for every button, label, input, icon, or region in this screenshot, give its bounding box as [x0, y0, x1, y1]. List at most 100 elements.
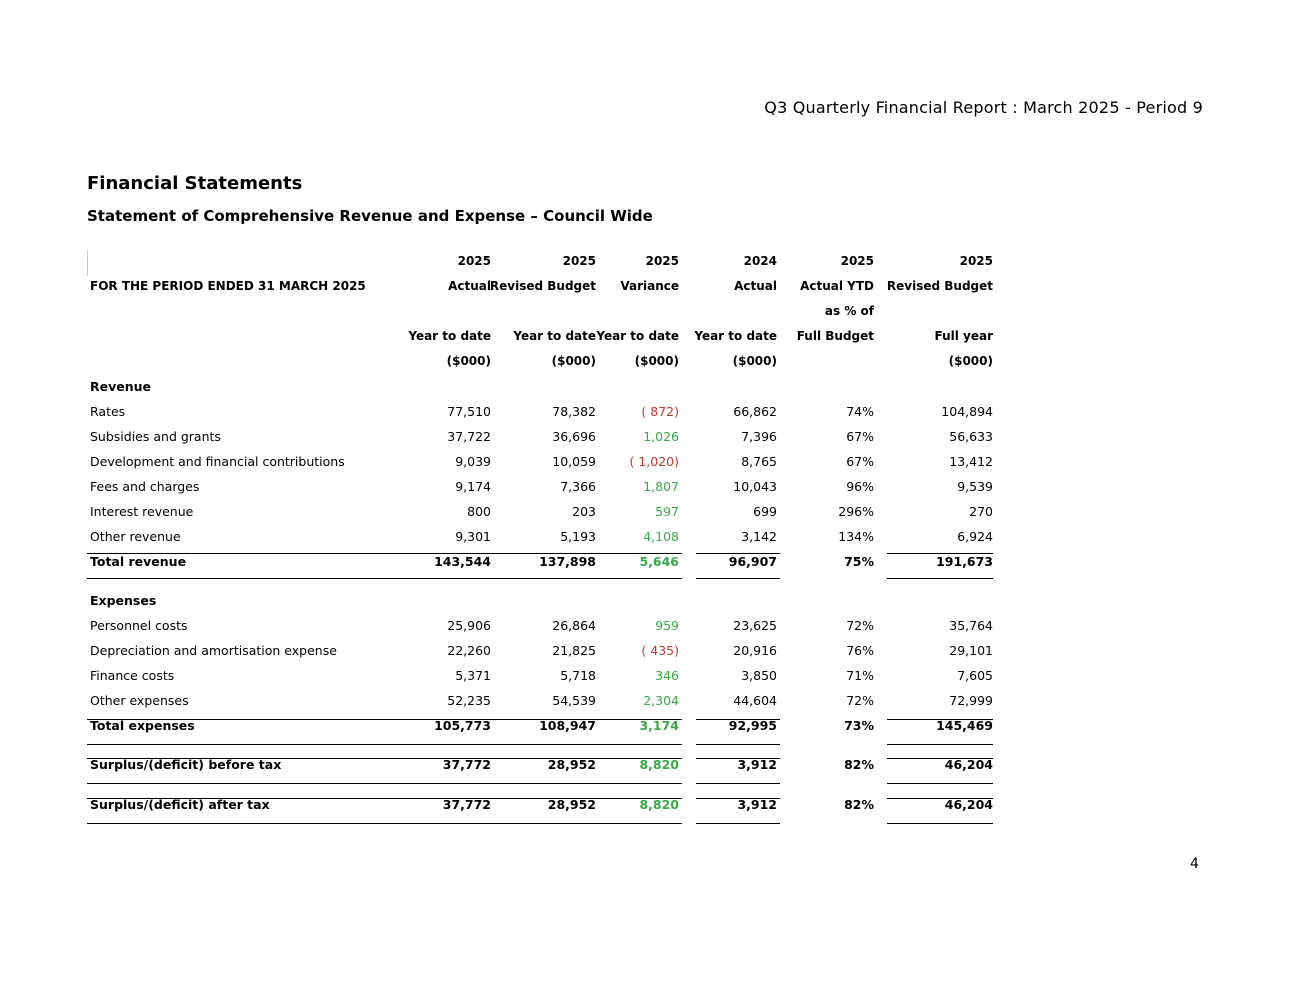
- revised-budget-full-year: 56,633: [949, 429, 993, 444]
- variance-ytd: 959: [655, 618, 679, 633]
- variance-ytd: 4,108: [643, 529, 679, 544]
- row-label: Total expenses: [90, 718, 195, 733]
- column-header: 2025: [840, 254, 874, 268]
- row-label: Finance costs: [90, 668, 175, 683]
- table-header-row: 2025 2025 2025 2024 2025 2025: [87, 250, 997, 275]
- section-label: Expenses: [90, 593, 157, 608]
- actual-prior-year: 23,625: [733, 618, 777, 633]
- column-header: ($000): [446, 354, 491, 368]
- actual-prior-year: 7,396: [741, 429, 777, 444]
- row-label: Total revenue: [90, 554, 187, 569]
- actual-pct-of-budget: 82%: [844, 757, 874, 772]
- row-label: Personnel costs: [90, 618, 188, 633]
- actual-ytd: 9,301: [455, 529, 491, 544]
- total-rule: [887, 578, 993, 579]
- variance-ytd: ( 872): [641, 404, 679, 419]
- actual-pct-of-budget: 73%: [844, 718, 874, 733]
- row-label: Fees and charges: [90, 479, 200, 494]
- revised-budget-ytd: 26,864: [552, 618, 596, 633]
- variance-ytd: ( 435): [641, 643, 679, 658]
- actual-pct-of-budget: 72%: [846, 618, 874, 633]
- table-header-row: as % of: [87, 300, 997, 325]
- total-rule: [696, 823, 780, 824]
- total-rule: [696, 798, 780, 799]
- revised-budget-full-year: 6,924: [957, 529, 993, 544]
- actual-prior-year: 20,916: [733, 643, 777, 658]
- period-label: FOR THE PERIOD ENDED 31 MARCH 2025: [90, 279, 366, 293]
- revised-budget-full-year: 46,204: [944, 757, 993, 772]
- actual-ytd: 9,039: [455, 454, 491, 469]
- column-header: as % of: [824, 304, 874, 318]
- actual-ytd: 37,722: [447, 429, 491, 444]
- column-header: Year to date: [694, 329, 777, 343]
- actual-ytd: 37,772: [442, 757, 491, 772]
- variance-ytd: 8,820: [639, 797, 679, 812]
- surplus-after-tax-row: Surplus/(deficit) after tax 37,772 28,952 8…: [87, 793, 997, 818]
- revised-budget-ytd: 28,952: [547, 797, 596, 812]
- actual-prior-year: 3,912: [737, 757, 777, 772]
- variance-ytd: 8,820: [639, 757, 679, 772]
- column-header: Full Budget: [796, 329, 874, 343]
- table-edge-marker: [87, 250, 88, 276]
- actual-pct-of-budget: 96%: [846, 479, 874, 494]
- column-header: Year to date: [408, 329, 491, 343]
- actual-ytd: 5,371: [455, 668, 491, 683]
- column-header: Revised Budget: [489, 279, 596, 293]
- row-label: Surplus/(deficit) before tax: [90, 757, 282, 772]
- column-header: Full year: [934, 329, 993, 343]
- revised-budget-ytd: 10,059: [552, 454, 596, 469]
- revised-budget-full-year: 9,539: [957, 479, 993, 494]
- actual-pct-of-budget: 75%: [844, 554, 874, 569]
- revised-budget-full-year: 104,894: [941, 404, 993, 419]
- total-rule: [887, 758, 993, 759]
- report-title: Q3 Quarterly Financial Report : March 20…: [764, 98, 1203, 117]
- actual-prior-year: 92,995: [728, 718, 777, 733]
- financial-statement-table: 2025 2025 2025 2024 2025 2025 FOR THE PERIOD E…: [87, 250, 997, 824]
- spacer: [87, 778, 997, 793]
- column-header: Variance: [620, 279, 679, 293]
- variance-ytd: 346: [655, 668, 679, 683]
- table-row: Depreciation and amortisation expense 22,…: [87, 639, 997, 664]
- total-rule: [696, 719, 780, 720]
- column-header: ($000): [634, 354, 679, 368]
- column-header: 2025: [562, 254, 596, 268]
- column-header: Year to date: [513, 329, 596, 343]
- row-label: Interest revenue: [90, 504, 194, 519]
- revised-budget-full-year: 46,204: [944, 797, 993, 812]
- expenses-section-header: Expenses: [87, 589, 997, 614]
- table-row: Other revenue 9,301 5,193 4,108 3,142 134% 6,9…: [87, 525, 997, 550]
- actual-prior-year: 3,912: [737, 797, 777, 812]
- actual-ytd: 105,773: [434, 718, 491, 733]
- table-row: Fees and charges 9,174 7,366 1,807 10,043 96%…: [87, 475, 997, 500]
- total-rule: [887, 719, 993, 720]
- revised-budget-full-year: 7,605: [957, 668, 993, 683]
- total-rule: [887, 798, 993, 799]
- actual-ytd: 143,544: [434, 554, 491, 569]
- row-label: Depreciation and amortisation expense: [90, 643, 337, 658]
- actual-prior-year: 66,862: [733, 404, 777, 419]
- actual-prior-year: 3,850: [741, 668, 777, 683]
- total-rule: [87, 578, 682, 579]
- variance-ytd: 1,807: [643, 479, 679, 494]
- actual-prior-year: 3,142: [741, 529, 777, 544]
- revised-budget-ytd: 54,539: [552, 693, 596, 708]
- revised-budget-full-year: 29,101: [949, 643, 993, 658]
- variance-ytd: 1,026: [643, 429, 679, 444]
- actual-prior-year: 699: [753, 504, 777, 519]
- revenue-section-header: Revenue: [87, 375, 997, 400]
- row-label: Development and financial contributions: [90, 454, 345, 469]
- variance-ytd: 5,646: [639, 554, 679, 569]
- revised-budget-ytd: 108,947: [539, 718, 596, 733]
- revised-budget-ytd: 5,193: [560, 529, 596, 544]
- revised-budget-full-year: 145,469: [936, 718, 993, 733]
- table-header-row: Year to date Year to date Year to date Year…: [87, 325, 997, 350]
- actual-ytd: 37,772: [442, 797, 491, 812]
- revised-budget-ytd: 137,898: [539, 554, 596, 569]
- total-rule: [887, 823, 993, 824]
- actual-ytd: 22,260: [447, 643, 491, 658]
- actual-pct-of-budget: 74%: [846, 404, 874, 419]
- revised-budget-ytd: 7,366: [560, 479, 596, 494]
- total-rule: [696, 553, 780, 554]
- column-header: 2024: [743, 254, 777, 268]
- table-row: Subsidies and grants 37,722 36,696 1,026 7,3…: [87, 425, 997, 450]
